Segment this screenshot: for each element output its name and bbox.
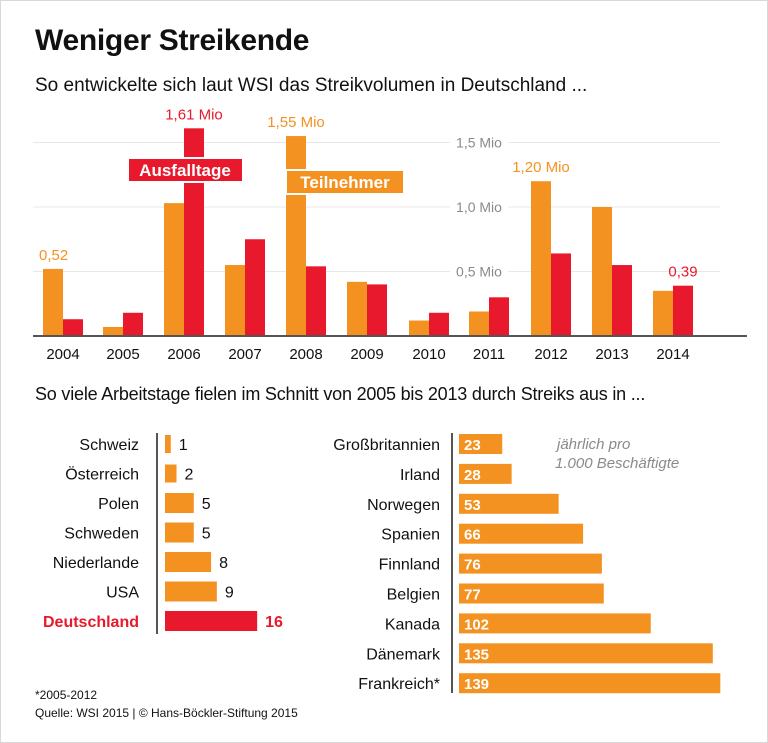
right-chart-bar [459,643,713,663]
left-chart-value-label: 16 [265,614,283,631]
x-tick-label: 2008 [289,346,322,363]
right-chart-value-label: 23 [464,437,481,454]
right-chart-category-label: Irland [400,467,440,484]
data-label: 0,39 [668,264,697,281]
left-chart-category-label: Niederlande [53,555,139,572]
right-chart-bar [459,584,604,604]
bar-ausfalltage-2007 [245,239,265,336]
left-chart-value-label: 8 [219,555,228,572]
legend-label-teilnehmer: Teilnehmer [300,173,390,192]
right-chart-value-label: 77 [464,587,481,604]
chart-canvas: 0,5 Mio 1,0 Mio 1,5 Mio 2004 2005 2006 2007 200… [0,0,768,743]
data-label: 1,61 Mio [165,106,223,123]
left-chart-value-label: 2 [185,467,194,484]
right-chart-category-label: Norwegen [367,497,440,514]
left-chart-bar-österreich [165,465,177,483]
y-tick-label: 1,5 Mio [456,135,502,151]
left-chart-value-label: 5 [202,526,211,543]
left-chart-category-label: Schweiz [79,437,139,454]
left-chart-category-label: Schweden [64,526,139,543]
right-chart-value-label: 66 [464,527,481,544]
left-chart-value-label: 5 [202,496,211,513]
bar-ausfalltage-2014 [673,286,693,336]
bar-teilnehmer-2012 [531,181,551,336]
x-tick-label: 2004 [46,346,79,363]
bar-teilnehmer-2007 [225,265,245,336]
right-chart-category-label: Spanien [381,527,440,544]
right-chart-category-label: Frankreich* [358,676,440,693]
right-chart-value-label: 76 [464,557,481,574]
legend-label-ausfalltage: Ausfalltage [139,161,231,180]
bar-teilnehmer-2011 [469,311,489,336]
x-tick-label: 2005 [106,346,139,363]
unit-note-line-1: jährlich pro [555,436,630,453]
x-tick-label: 2012 [534,346,567,363]
x-tick-label: 2009 [350,346,383,363]
bar-teilnehmer-2008 [286,136,306,336]
bar-teilnehmer-2005 [103,327,123,336]
x-tick-label: 2010 [412,346,445,363]
bar-ausfalltage-2009 [367,284,387,336]
bar-teilnehmer-2006 [164,203,184,336]
bar-teilnehmer-2013 [592,207,612,336]
unit-note-line-2: 1.000 Beschäftigte [555,455,679,472]
x-tick-label: 2013 [595,346,628,363]
x-tick-label: 2011 [473,346,505,363]
footnote: *2005-2012 [35,688,97,702]
right-chart-value-label: 135 [464,646,489,663]
left-chart-bar-schweiz [165,435,171,453]
bar-ausfalltage-2013 [612,265,632,336]
bar-teilnehmer-2010 [409,321,429,336]
bar-ausfalltage-2004 [63,319,83,336]
right-chart-category-label: Dänemark [366,646,441,663]
data-label: 1,20 Mio [512,159,570,176]
right-chart-value-label: 139 [464,676,489,693]
right-chart-category-label: Belgien [387,587,440,604]
left-chart-bar-usa [165,582,217,602]
right-chart-category-label: Kanada [385,616,440,633]
source-credit: Quelle: WSI 2015 | © Hans-Böckler-Stiftu… [35,706,298,720]
left-chart-category-label: Österreich [65,466,139,484]
y-tick-label: 0,5 Mio [456,264,502,280]
bar-ausfalltage-2012 [551,253,571,336]
data-label: 1,55 Mio [267,114,325,131]
left-chart-bar-polen [165,493,194,513]
left-chart-bar-deutschland [165,611,257,631]
x-tick-label: 2014 [656,346,689,363]
left-chart-bar-schweden [165,523,194,543]
right-chart-value-label: 28 [464,467,481,484]
bar-teilnehmer-2009 [347,282,367,336]
x-tick-label: 2006 [167,346,200,363]
right-chart-value-label: 53 [464,497,481,514]
data-label: 0,52 [39,247,68,264]
x-tick-label: 2007 [228,346,261,363]
left-chart-category-label: Deutschland [43,614,139,631]
bar-ausfalltage-2008 [306,266,326,336]
y-tick-label: 1,0 Mio [456,199,502,215]
right-chart-bar [459,673,720,693]
bar-ausfalltage-2011 [489,297,509,336]
bar-teilnehmer-2014 [653,291,673,336]
right-chart-value-label: 102 [464,616,489,633]
left-chart-category-label: Polen [98,496,139,513]
bar-teilnehmer-2004 [43,269,63,336]
right-chart-category-label: Finnland [379,557,440,574]
left-chart-bar-niederlande [165,552,211,572]
bar-ausfalltage-2005 [123,313,143,336]
left-chart-category-label: USA [106,585,139,602]
left-chart-value-label: 1 [179,437,188,454]
right-chart-category-label: Großbritannien [333,437,440,454]
left-chart-value-label: 9 [225,585,234,602]
bar-ausfalltage-2010 [429,313,449,336]
